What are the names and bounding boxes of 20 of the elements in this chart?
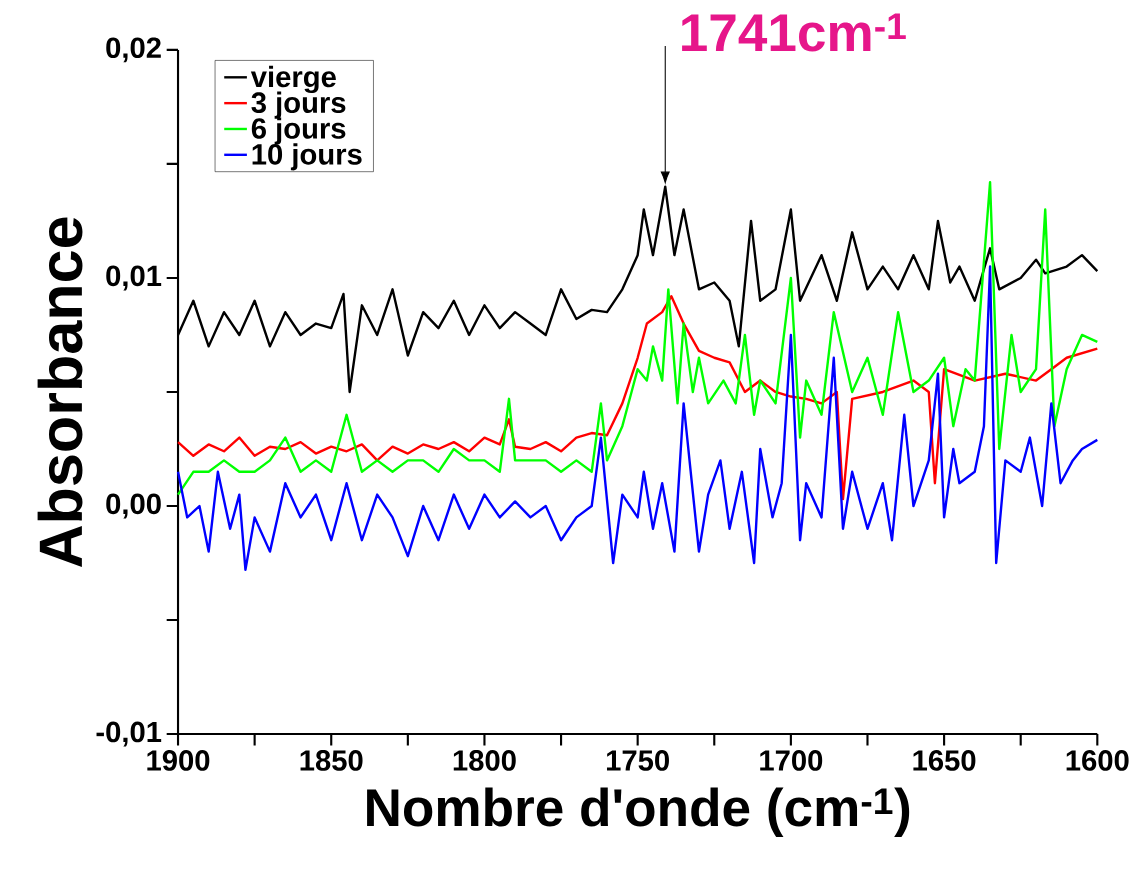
x-tick-label: 1850: [300, 750, 363, 771]
y-tick-label: 0,02: [106, 37, 161, 63]
y-axis-title: Absorbance: [37, 217, 83, 568]
y-tick-label: 0,00: [106, 493, 161, 519]
y-tick-label: -0,01: [96, 721, 162, 747]
annotation: 1741cm$^{-1}$: [682, 13, 906, 52]
legend-label: 6 jours: [251, 117, 346, 145]
legend-label: 10 jours: [252, 143, 362, 171]
line-series: [176, 265, 1099, 572]
x-tick-label: 1700: [760, 750, 823, 771]
x-tick-label: 1750: [606, 750, 669, 771]
legend-label: vierge: [250, 65, 336, 94]
x-tick-label: 1650: [913, 750, 976, 771]
line-series: [176, 294, 1099, 501]
y-tick-label: 0,01: [106, 265, 162, 291]
x-axis-title: Nombre d'onde (cm$^{-1}$): [367, 787, 910, 837]
x-tick-label: 1800: [453, 750, 516, 771]
x-tick-label: 1600: [1066, 750, 1129, 771]
x-tick-label: 1900: [147, 750, 210, 771]
legend-label: 3 jours: [251, 91, 346, 119]
